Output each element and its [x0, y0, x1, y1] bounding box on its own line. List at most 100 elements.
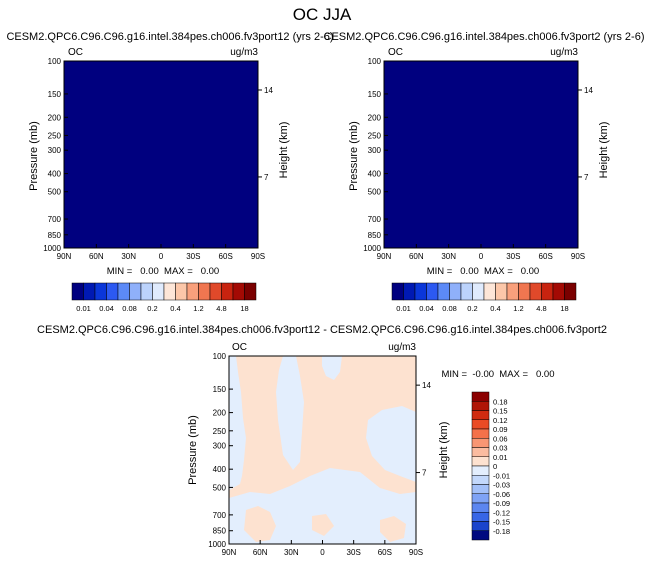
colorbar-label: 0.01 [396, 304, 411, 313]
x-tick-label: 60N [253, 548, 268, 557]
colorbar-cell [471, 475, 490, 485]
y-tick-label: 850 [368, 231, 382, 240]
x-tick-label: 30N [284, 548, 299, 557]
colorbar-label: 0 [493, 462, 497, 471]
y-tick-label: 300 [213, 442, 227, 451]
diff-positive-patch [380, 516, 406, 542]
colorbar-label: 0.04 [419, 304, 434, 313]
colorbar-cell [106, 282, 119, 301]
colorbar-cell [426, 282, 439, 301]
colorbar-label: 0.01 [76, 304, 91, 313]
colorbar-cell [541, 282, 554, 301]
colorbar-cell [518, 282, 531, 301]
colorbar-label: 18 [240, 304, 248, 313]
panel-1-ylabel: Pressure (mb) [28, 121, 40, 191]
colorbar-label: -0.06 [493, 490, 510, 499]
y-tick-label: 150 [213, 385, 227, 394]
colorbar-label: -0.18 [493, 527, 510, 536]
colorbar-label: -0.01 [493, 471, 510, 480]
y-tick-label: 300 [48, 146, 62, 155]
x-tick-label: 90N [377, 252, 392, 261]
panel-1-left-label: OC [68, 47, 83, 58]
colorbar-label: 1.2 [193, 304, 203, 313]
colorbar-cell [449, 282, 462, 301]
y-tick-label: 200 [48, 113, 62, 122]
x-tick-label: 0 [479, 252, 484, 261]
colorbar-cell [471, 438, 490, 448]
diff-negative-region [366, 406, 416, 482]
colorbar-label: 0.01 [493, 453, 508, 462]
colorbar-cell [414, 282, 427, 301]
colorbar-label: 0.2 [147, 304, 157, 313]
colorbar-cell [391, 282, 404, 301]
x-tick-label: 0 [320, 548, 325, 557]
panel-2: CESM2.QPC6.C96.C96.g16.intel.384pes.ch00… [324, 31, 645, 313]
panel-1-units-label: ug/m3 [230, 47, 258, 58]
panel-1-plot-area [63, 60, 259, 249]
diff-negative-region [322, 356, 342, 380]
panel-2-plot-area [383, 60, 579, 249]
colorbar-cell [471, 428, 490, 439]
colorbar-label: 0.03 [493, 444, 508, 453]
y-tick-label: 250 [368, 131, 382, 140]
x-tick-label: 30S [506, 252, 520, 261]
colorbar-cell [471, 456, 490, 467]
y-tick-label: 200 [213, 409, 227, 418]
colorbar-cell [437, 282, 450, 301]
panel-2-right-label: Height (km) [598, 122, 610, 179]
y-tick-label: 100 [48, 57, 62, 66]
y-tick-label: 1000 [43, 244, 61, 253]
y-tick-label: 100 [213, 352, 227, 361]
colorbar-cell [471, 447, 490, 457]
colorbar-label: 0.18 [493, 397, 508, 406]
colorbar-label: 18 [560, 304, 568, 313]
panel-3-left-label: OC [232, 342, 247, 353]
y-tick-label: 400 [48, 170, 62, 179]
x-tick-label: 30N [121, 252, 136, 261]
colorbar-cell [472, 282, 485, 301]
y-tick-label: 150 [368, 90, 382, 99]
panel-3-title: CESM2.QPC6.C96.C96.g16.intel.384pes.ch00… [37, 324, 607, 336]
colorbar-cell [186, 282, 199, 301]
right-tick-label: 14 [584, 86, 593, 95]
colorbar-label: -0.09 [493, 499, 510, 508]
panel-1-title: CESM2.QPC6.C96.C96.g16.intel.384pes.ch00… [6, 31, 333, 43]
x-tick-label: 30N [441, 252, 456, 261]
colorbar-cell [221, 282, 234, 301]
panel-3-right-label: Height (km) [438, 422, 450, 479]
colorbar-cell [471, 419, 490, 430]
colorbar-label: -0.12 [493, 508, 510, 517]
colorbar-label: 0.4 [170, 304, 180, 313]
x-tick-label: 30S [186, 252, 200, 261]
diff-negative-region [229, 468, 416, 544]
colorbar-cell [471, 410, 490, 420]
colorbar-cell [471, 484, 490, 494]
colorbar-label: 0.4 [490, 304, 500, 313]
y-tick-label: 850 [213, 527, 227, 536]
x-tick-label: 90S [571, 252, 585, 261]
page-title: OC JJA [293, 5, 352, 24]
panel-2-stats: MIN = 0.00 MAX = 0.00 [427, 266, 539, 277]
colorbar-cell [471, 502, 490, 513]
y-tick-label: 300 [368, 146, 382, 155]
colorbar-cell [471, 530, 490, 541]
colorbar-cell [175, 282, 188, 301]
colorbar-cell [495, 282, 508, 301]
right-tick-label: 14 [264, 86, 273, 95]
colorbar-label: 0.12 [493, 416, 508, 425]
colorbar-cell [529, 282, 542, 301]
diff-negative-region [229, 356, 246, 490]
x-tick-label: 60S [219, 252, 233, 261]
y-tick-label: 500 [48, 188, 62, 197]
colorbar-cell [471, 493, 490, 504]
y-tick-label: 500 [368, 188, 382, 197]
colorbar-cell [83, 282, 96, 301]
colorbar-cell [140, 282, 153, 301]
y-tick-label: 700 [368, 215, 382, 224]
right-tick-label: 7 [584, 173, 589, 182]
panel-1-stats: MIN = 0.00 MAX = 0.00 [107, 266, 219, 277]
colorbar-cell [94, 282, 107, 301]
colorbar-label: 0.08 [442, 304, 457, 313]
colorbar-label: 0.2 [467, 304, 477, 313]
y-tick-label: 250 [48, 131, 62, 140]
